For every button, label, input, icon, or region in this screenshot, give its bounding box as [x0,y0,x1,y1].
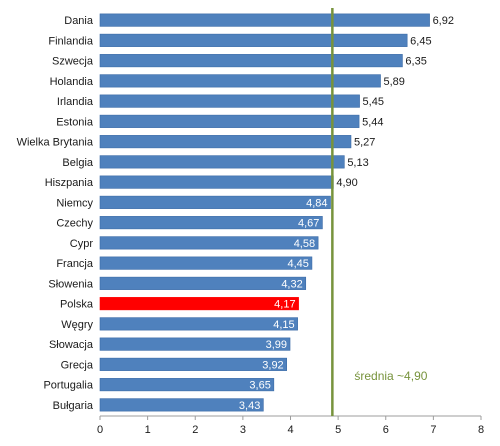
bar [99,135,352,149]
category-label: Wielka Brytania [17,137,94,149]
x-tick-label: 0 [97,424,103,436]
bar [99,155,345,169]
category-label: Francja [56,258,94,270]
bar [99,54,403,68]
x-tick-label: 7 [430,424,436,436]
bar [99,357,287,371]
category-label: Polska [60,299,94,311]
value-label: 4,32 [281,278,302,290]
bar [99,378,275,392]
value-label: 4,45 [288,258,309,270]
category-label: Węgry [61,319,93,331]
category-label: Niemcy [56,197,93,209]
value-label: 5,13 [347,157,368,169]
category-label: Portugalia [43,380,93,392]
value-label: 4,17 [274,299,295,311]
category-label: Finlandia [48,35,94,47]
bar [99,256,313,270]
x-tick-label: 1 [145,424,151,436]
value-label: 4,90 [336,177,357,189]
category-label: Szwecja [52,56,94,68]
value-label: 4,58 [294,238,315,250]
bar [99,13,430,27]
bar [99,74,381,88]
category-label: Cypr [70,238,94,250]
bar [99,94,360,108]
category-label: Belgia [62,157,93,169]
category-label: Holandia [50,76,94,88]
x-tick-label: 2 [192,424,198,436]
bar [99,175,334,189]
value-label: 5,27 [354,137,375,149]
value-label: 5,44 [362,116,383,128]
category-label: Dania [64,15,94,27]
mean-annotation: średnia ~4,90 [354,369,427,383]
value-label: 4,67 [298,218,319,230]
bars-group: Dania 6,92 Finlandia 6,45 Szwecja 6,35 Holandi… [17,13,454,412]
value-label: 3,99 [266,339,287,351]
value-label: 6,45 [410,35,431,47]
x-ticks-group: 0 1 2 3 4 5 6 7 8 [97,416,484,436]
category-label: Słowenia [48,278,94,290]
category-label: Estonia [56,116,94,128]
value-label: 5,89 [384,76,405,88]
bar [99,317,298,331]
bar [99,398,264,412]
bar [99,195,331,209]
bar [99,216,323,230]
category-label: Słowacja [49,339,94,351]
bar [99,276,307,290]
value-label: 3,43 [239,400,260,412]
bar [99,33,408,47]
value-label: 3,92 [262,359,283,371]
value-label: 6,92 [433,15,454,27]
x-tick-label: 3 [240,424,246,436]
category-label: Irlandia [57,96,94,108]
category-label: Grecja [61,359,94,371]
value-label: 4,15 [273,319,294,331]
x-tick-label: 8 [478,424,484,436]
x-tick-label: 6 [383,424,389,436]
category-label: Hiszpania [45,177,94,189]
value-label: 6,35 [405,56,426,68]
bar [99,114,360,128]
bar [99,337,291,351]
x-tick-label: 4 [287,424,293,436]
value-label: 5,45 [363,96,384,108]
bar [99,236,319,250]
value-label: 4,84 [306,197,327,209]
bar-highlighted [99,297,299,311]
x-tick-label: 5 [335,424,341,436]
value-label: 3,65 [249,380,270,392]
category-label: Bułgaria [53,400,94,412]
category-label: Czechy [56,218,93,230]
